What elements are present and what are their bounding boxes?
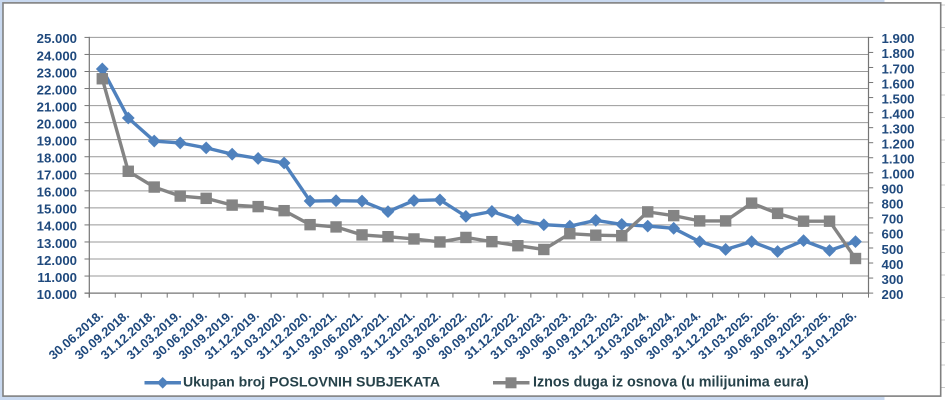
svg-text:1.100: 1.100 [882, 152, 915, 167]
svg-text:1.000: 1.000 [882, 167, 915, 182]
svg-text:10.000: 10.000 [37, 287, 77, 302]
svg-text:17.000: 17.000 [37, 168, 77, 183]
svg-text:16.000: 16.000 [37, 185, 77, 200]
svg-text:500: 500 [882, 242, 904, 257]
svg-text:21.000: 21.000 [37, 99, 77, 114]
svg-text:1.600: 1.600 [882, 76, 915, 91]
svg-text:1.300: 1.300 [882, 121, 915, 136]
svg-text:22.000: 22.000 [37, 82, 77, 97]
svg-text:1.500: 1.500 [882, 91, 915, 106]
svg-text:900: 900 [882, 182, 904, 197]
svg-text:18.000: 18.000 [37, 151, 77, 166]
svg-text:1.400: 1.400 [882, 106, 915, 121]
svg-text:1.200: 1.200 [882, 136, 915, 151]
svg-text:12.000: 12.000 [37, 253, 77, 268]
svg-text:24.000: 24.000 [37, 48, 77, 63]
svg-text:600: 600 [882, 227, 904, 242]
svg-text:1.800: 1.800 [882, 46, 915, 61]
svg-text:200: 200 [882, 287, 904, 302]
svg-text:20.000: 20.000 [37, 116, 77, 131]
svg-text:800: 800 [882, 197, 904, 212]
svg-text:23.000: 23.000 [37, 65, 77, 80]
svg-text:25.000: 25.000 [37, 31, 77, 46]
svg-text:14.000: 14.000 [37, 219, 77, 234]
svg-text:1.700: 1.700 [882, 61, 915, 76]
svg-text:1.900: 1.900 [882, 31, 915, 46]
svg-text:15.000: 15.000 [37, 202, 77, 217]
svg-text:11.000: 11.000 [37, 270, 77, 285]
svg-text:19.000: 19.000 [37, 133, 77, 148]
svg-text:13.000: 13.000 [37, 236, 77, 251]
svg-text:700: 700 [882, 212, 904, 227]
svg-text:Ukupan broj POSLOVNIH SUBJEKAT: Ukupan broj POSLOVNIH SUBJEKATA [183, 374, 440, 390]
svg-text:300: 300 [882, 272, 904, 287]
svg-text:Iznos duga iz osnova (u miliju: Iznos duga iz osnova (u milijunima eura) [533, 375, 809, 391]
svg-text:400: 400 [882, 257, 904, 272]
